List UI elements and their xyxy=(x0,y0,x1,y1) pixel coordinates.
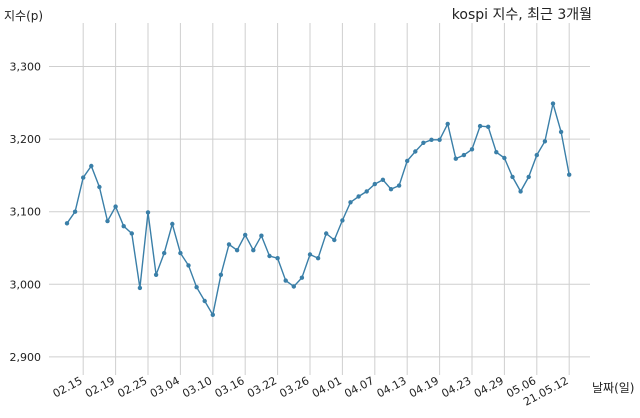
data-point xyxy=(259,233,264,238)
data-point xyxy=(364,189,369,194)
x-tick-label: 03.26 xyxy=(277,374,311,400)
data-point xyxy=(194,285,199,290)
data-point xyxy=(299,275,305,280)
data-point xyxy=(558,129,564,135)
x-tick-label: 04.29 xyxy=(472,374,506,400)
data-point xyxy=(226,242,232,247)
data-point xyxy=(372,181,377,187)
data-point xyxy=(218,272,224,277)
data-point xyxy=(534,152,539,158)
data-point xyxy=(469,147,475,152)
data-point xyxy=(421,140,426,145)
chart-title: kospi 지수, 최근 3개월 xyxy=(452,7,592,23)
y-tick-label: 2,900 xyxy=(10,351,42,364)
data-point xyxy=(186,263,191,268)
data-point xyxy=(348,200,353,205)
x-tick-label: 04.01 xyxy=(310,374,344,400)
data-point xyxy=(526,174,531,180)
data-point xyxy=(477,123,483,129)
data-point xyxy=(494,150,499,155)
x-tick-label: 02.15 xyxy=(51,374,85,400)
data-point xyxy=(324,231,329,236)
x-tick-label: 04.19 xyxy=(407,374,441,400)
data-point xyxy=(307,252,313,257)
data-point xyxy=(356,194,361,199)
y-axis-label: 지수(p) xyxy=(4,9,43,23)
data-point xyxy=(234,248,240,253)
y-tick-label: 3,100 xyxy=(10,206,42,219)
data-point xyxy=(210,312,215,317)
data-point xyxy=(315,256,321,261)
data-point xyxy=(542,139,548,144)
x-gridlines xyxy=(82,23,570,375)
y-tick-label: 3,200 xyxy=(10,133,42,146)
x-tick-label: 04.23 xyxy=(439,374,473,400)
data-point xyxy=(486,124,491,129)
data-point xyxy=(145,210,151,215)
data-point xyxy=(380,177,386,182)
data-point xyxy=(202,298,207,304)
data-point xyxy=(267,253,272,259)
data-point xyxy=(405,158,410,164)
x-tick-label: 03.04 xyxy=(148,374,182,400)
data-point xyxy=(153,272,159,277)
data-point xyxy=(243,232,248,238)
data-point xyxy=(105,218,110,224)
data-point xyxy=(332,237,337,243)
data-point xyxy=(72,209,78,214)
data-point xyxy=(64,221,70,226)
data-points xyxy=(64,101,572,317)
data-point xyxy=(113,204,118,209)
series-line xyxy=(66,103,570,317)
data-point xyxy=(170,221,175,227)
data-point xyxy=(437,137,442,142)
data-point xyxy=(429,137,434,142)
data-point xyxy=(453,156,458,161)
data-point xyxy=(550,101,556,106)
data-point xyxy=(178,250,183,256)
x-tick-label: 03.22 xyxy=(245,374,279,400)
data-point xyxy=(251,248,256,253)
data-point xyxy=(121,224,126,229)
y-tick-label: 3,300 xyxy=(10,61,42,74)
x-tick-label: 02.25 xyxy=(115,374,149,400)
data-point xyxy=(413,149,418,154)
data-point xyxy=(89,163,94,169)
data-point xyxy=(340,218,345,223)
y-gridlines xyxy=(49,66,590,358)
data-point xyxy=(502,155,507,161)
data-point xyxy=(137,285,143,291)
x-axis-label: 날짜(일) xyxy=(592,381,634,395)
y-tick-label: 3,000 xyxy=(10,278,42,291)
data-point xyxy=(461,152,467,158)
x-tick-labels: 02.1502.1902.2503.0403.1003.1603.2203.26… xyxy=(51,374,571,408)
data-point xyxy=(129,231,134,236)
data-point xyxy=(275,256,280,261)
data-point xyxy=(510,174,515,180)
x-tick-label: 03.16 xyxy=(213,374,247,400)
data-point xyxy=(518,189,523,194)
data-point xyxy=(81,175,86,180)
x-tick-label: 02.19 xyxy=(83,374,117,400)
x-tick-label: 04.13 xyxy=(375,374,409,400)
data-point xyxy=(396,183,402,188)
data-point xyxy=(162,250,167,256)
data-point xyxy=(283,278,288,283)
data-point xyxy=(388,187,394,192)
data-point xyxy=(567,172,572,177)
data-point xyxy=(97,184,102,190)
data-point xyxy=(445,121,450,127)
x-tick-label: 04.07 xyxy=(342,374,376,400)
data-point xyxy=(291,284,296,289)
x-tick-label: 03.10 xyxy=(180,374,214,400)
y-tick-labels: 2,900 3,000 3,100 3,200 3,300 xyxy=(10,61,42,364)
